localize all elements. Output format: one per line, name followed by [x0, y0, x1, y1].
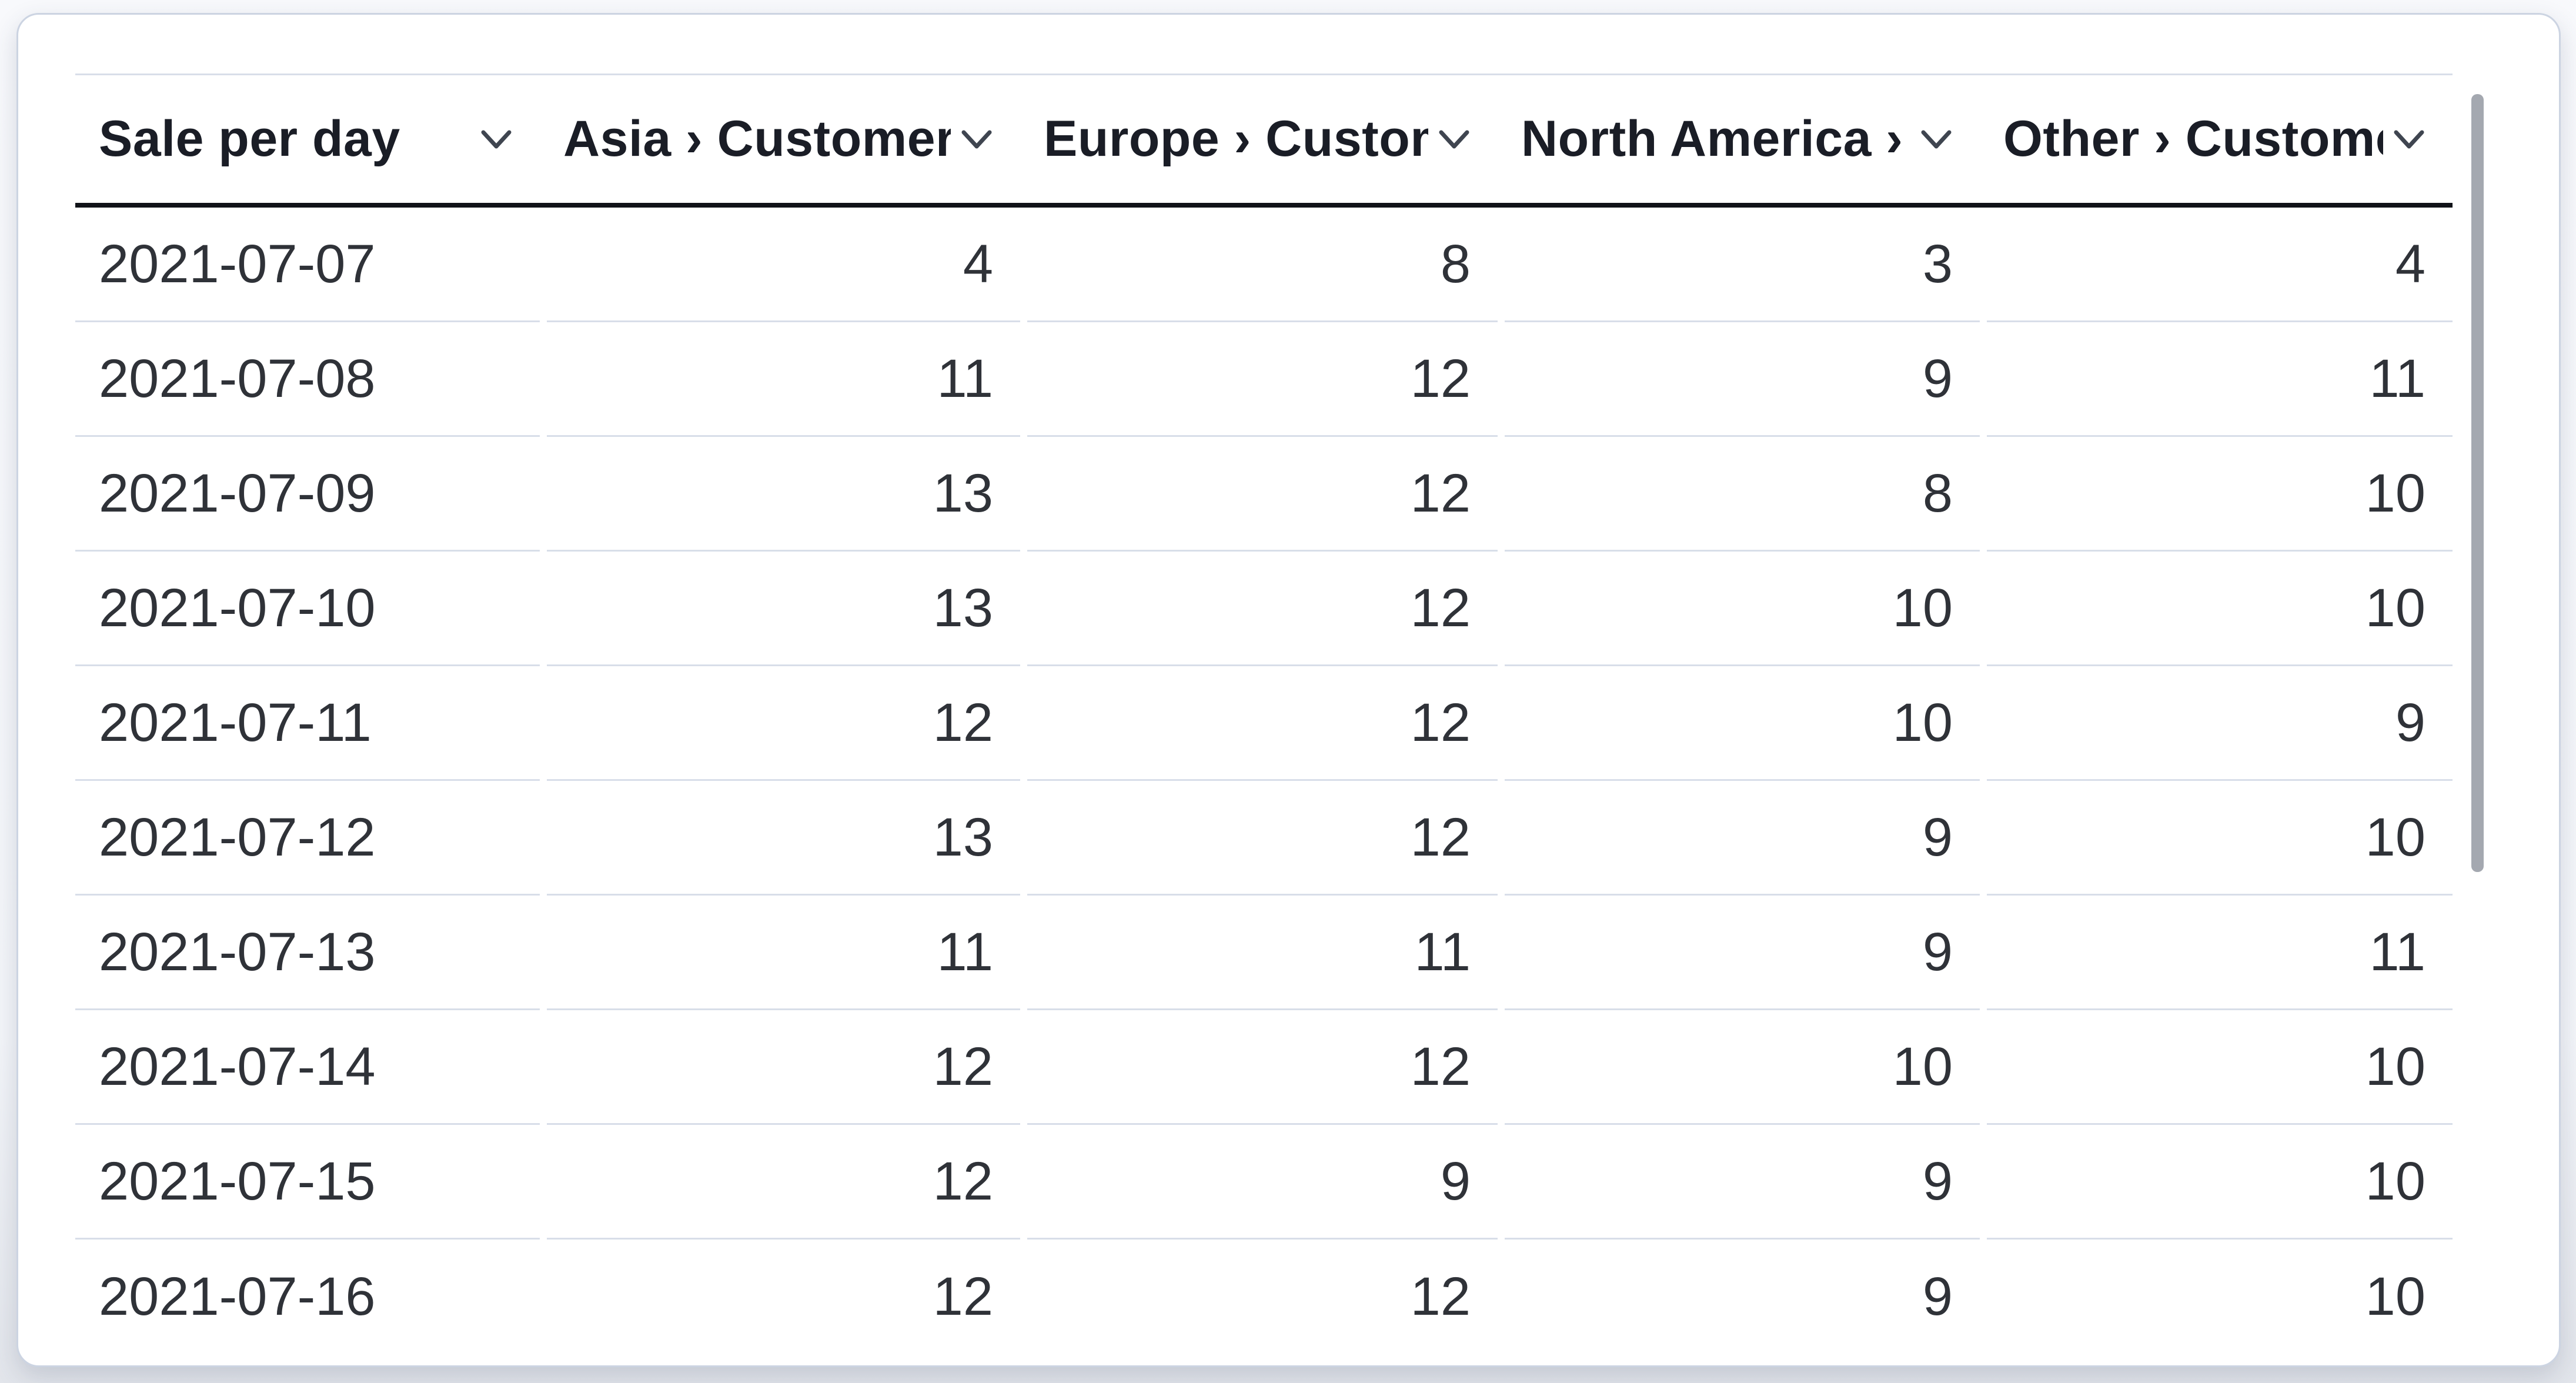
value-cell[interactable]: 13: [547, 781, 1020, 896]
table-row: 2021-07-08 11 12 9 11: [75, 322, 2453, 437]
data-table: Sale per day Asia › Customers Europe › Cus…: [75, 74, 2453, 1354]
value-cell[interactable]: 10: [1505, 666, 1980, 781]
date-cell[interactable]: 2021-07-13: [75, 896, 540, 1010]
value-cell[interactable]: 11: [1987, 322, 2453, 437]
table-header-row: Sale per day Asia › Customers Europe › Cus…: [75, 74, 2453, 208]
sort-chevron-down-icon[interactable]: [960, 128, 993, 151]
value-cell[interactable]: 11: [547, 896, 1020, 1010]
value-cell[interactable]: 12: [1027, 322, 1498, 437]
column-header-3[interactable]: North America › Customers: [1505, 75, 1980, 203]
value-cell[interactable]: 12: [547, 1010, 1020, 1125]
value-cell[interactable]: 8: [1027, 208, 1498, 322]
value-cell[interactable]: 10: [1987, 552, 2453, 666]
value-cell[interactable]: 10: [1987, 781, 2453, 896]
column-header-label: Sale per day: [99, 111, 400, 167]
value-cell[interactable]: 10: [1987, 1125, 2453, 1240]
date-cell[interactable]: 2021-07-08: [75, 322, 540, 437]
value-cell[interactable]: 12: [1410, 1267, 1471, 1327]
value-cell[interactable]: 13: [547, 552, 1020, 666]
table-row: 2021-07-07 4 8 3 4: [75, 208, 2453, 322]
value-cell[interactable]: 11: [1027, 896, 1498, 1010]
table-row: 2021-07-09 13 12 8 10: [75, 437, 2453, 552]
date-cell[interactable]: 2021-07-07: [75, 208, 540, 322]
column-header-label: North America › Customers: [1521, 111, 1910, 167]
value-cell[interactable]: 12: [547, 1125, 1020, 1240]
value-cell[interactable]: 4: [1987, 208, 2453, 322]
value-cell[interactable]: 9: [1505, 781, 1980, 896]
column-header-2[interactable]: Europe › Customers: [1027, 75, 1498, 203]
table-row: 2021-07-15 12 9 9 10: [75, 1125, 2453, 1240]
column-header-label: Other › Customers: [2003, 111, 2383, 167]
table-row: 2021-07-14 12 12 10 10: [75, 1010, 2453, 1125]
date-cell[interactable]: 2021-07-15: [75, 1125, 540, 1240]
column-header-1[interactable]: Asia › Customers: [547, 75, 1020, 203]
date-cell[interactable]: 2021-07-10: [75, 552, 540, 666]
sort-chevron-down-icon[interactable]: [1438, 128, 1471, 151]
value-cell[interactable]: 10: [2365, 1267, 2425, 1327]
value-cell[interactable]: 10: [1505, 1010, 1980, 1125]
value-cell[interactable]: 12: [1027, 666, 1498, 781]
value-cell[interactable]: 13: [547, 437, 1020, 552]
table-card: Sale per day Asia › Customers Europe › Cus…: [16, 13, 2561, 1367]
value-cell[interactable]: 4: [547, 208, 1020, 322]
value-cell[interactable]: 9: [1922, 1267, 1953, 1327]
date-cell[interactable]: 2021-07-14: [75, 1010, 540, 1125]
value-cell[interactable]: 12: [1027, 552, 1498, 666]
table-row: 2021-07-11 12 12 10 9: [75, 666, 2453, 781]
value-cell[interactable]: 8: [1505, 437, 1980, 552]
value-cell[interactable]: 10: [1987, 437, 2453, 552]
value-cell[interactable]: 12: [1027, 1010, 1498, 1125]
date-cell[interactable]: 2021-07-11: [75, 666, 540, 781]
vertical-scrollbar-thumb[interactable]: [2471, 94, 2484, 872]
column-header-label: Europe › Customers: [1044, 111, 1428, 167]
value-cell[interactable]: 9: [1027, 1125, 1498, 1240]
value-cell[interactable]: 12: [547, 666, 1020, 781]
value-cell[interactable]: 10: [1987, 1010, 2453, 1125]
value-cell[interactable]: 9: [1505, 896, 1980, 1010]
value-cell[interactable]: 3: [1505, 208, 1980, 322]
table-body: 2021-07-07 4 8 3 4 2021-07-08 11 12 9 11 2021-07-0…: [75, 208, 2453, 1354]
sort-chevron-down-icon[interactable]: [1920, 128, 1953, 151]
column-header-0[interactable]: Sale per day: [75, 75, 540, 203]
table-row: 2021-07-10 13 12 10 10: [75, 552, 2453, 666]
value-cell[interactable]: 12: [1027, 437, 1498, 552]
value-cell[interactable]: 9: [1505, 322, 1980, 437]
date-cell[interactable]: 2021-07-12: [75, 781, 540, 896]
column-header-4[interactable]: Other › Customers: [1987, 75, 2453, 203]
value-cell[interactable]: 11: [1987, 896, 2453, 1010]
sort-chevron-down-icon[interactable]: [2393, 128, 2425, 151]
sort-chevron-down-icon[interactable]: [480, 128, 513, 151]
value-cell[interactable]: 11: [547, 322, 1020, 437]
table-row: 2021-07-13 11 11 9 11: [75, 896, 2453, 1010]
table-row: 2021-07-12 13 12 9 10: [75, 781, 2453, 896]
date-cell[interactable]: 2021-07-16: [99, 1267, 376, 1327]
value-cell[interactable]: 10: [1505, 552, 1980, 666]
table-row: 2021-07-16 12 12 9 10: [75, 1240, 2453, 1354]
value-cell[interactable]: 9: [1987, 666, 2453, 781]
column-header-label: Asia › Customers: [563, 111, 951, 167]
value-cell[interactable]: 9: [1505, 1125, 1980, 1240]
date-cell[interactable]: 2021-07-09: [75, 437, 540, 552]
value-cell[interactable]: 12: [1027, 781, 1498, 896]
value-cell[interactable]: 12: [933, 1267, 993, 1327]
